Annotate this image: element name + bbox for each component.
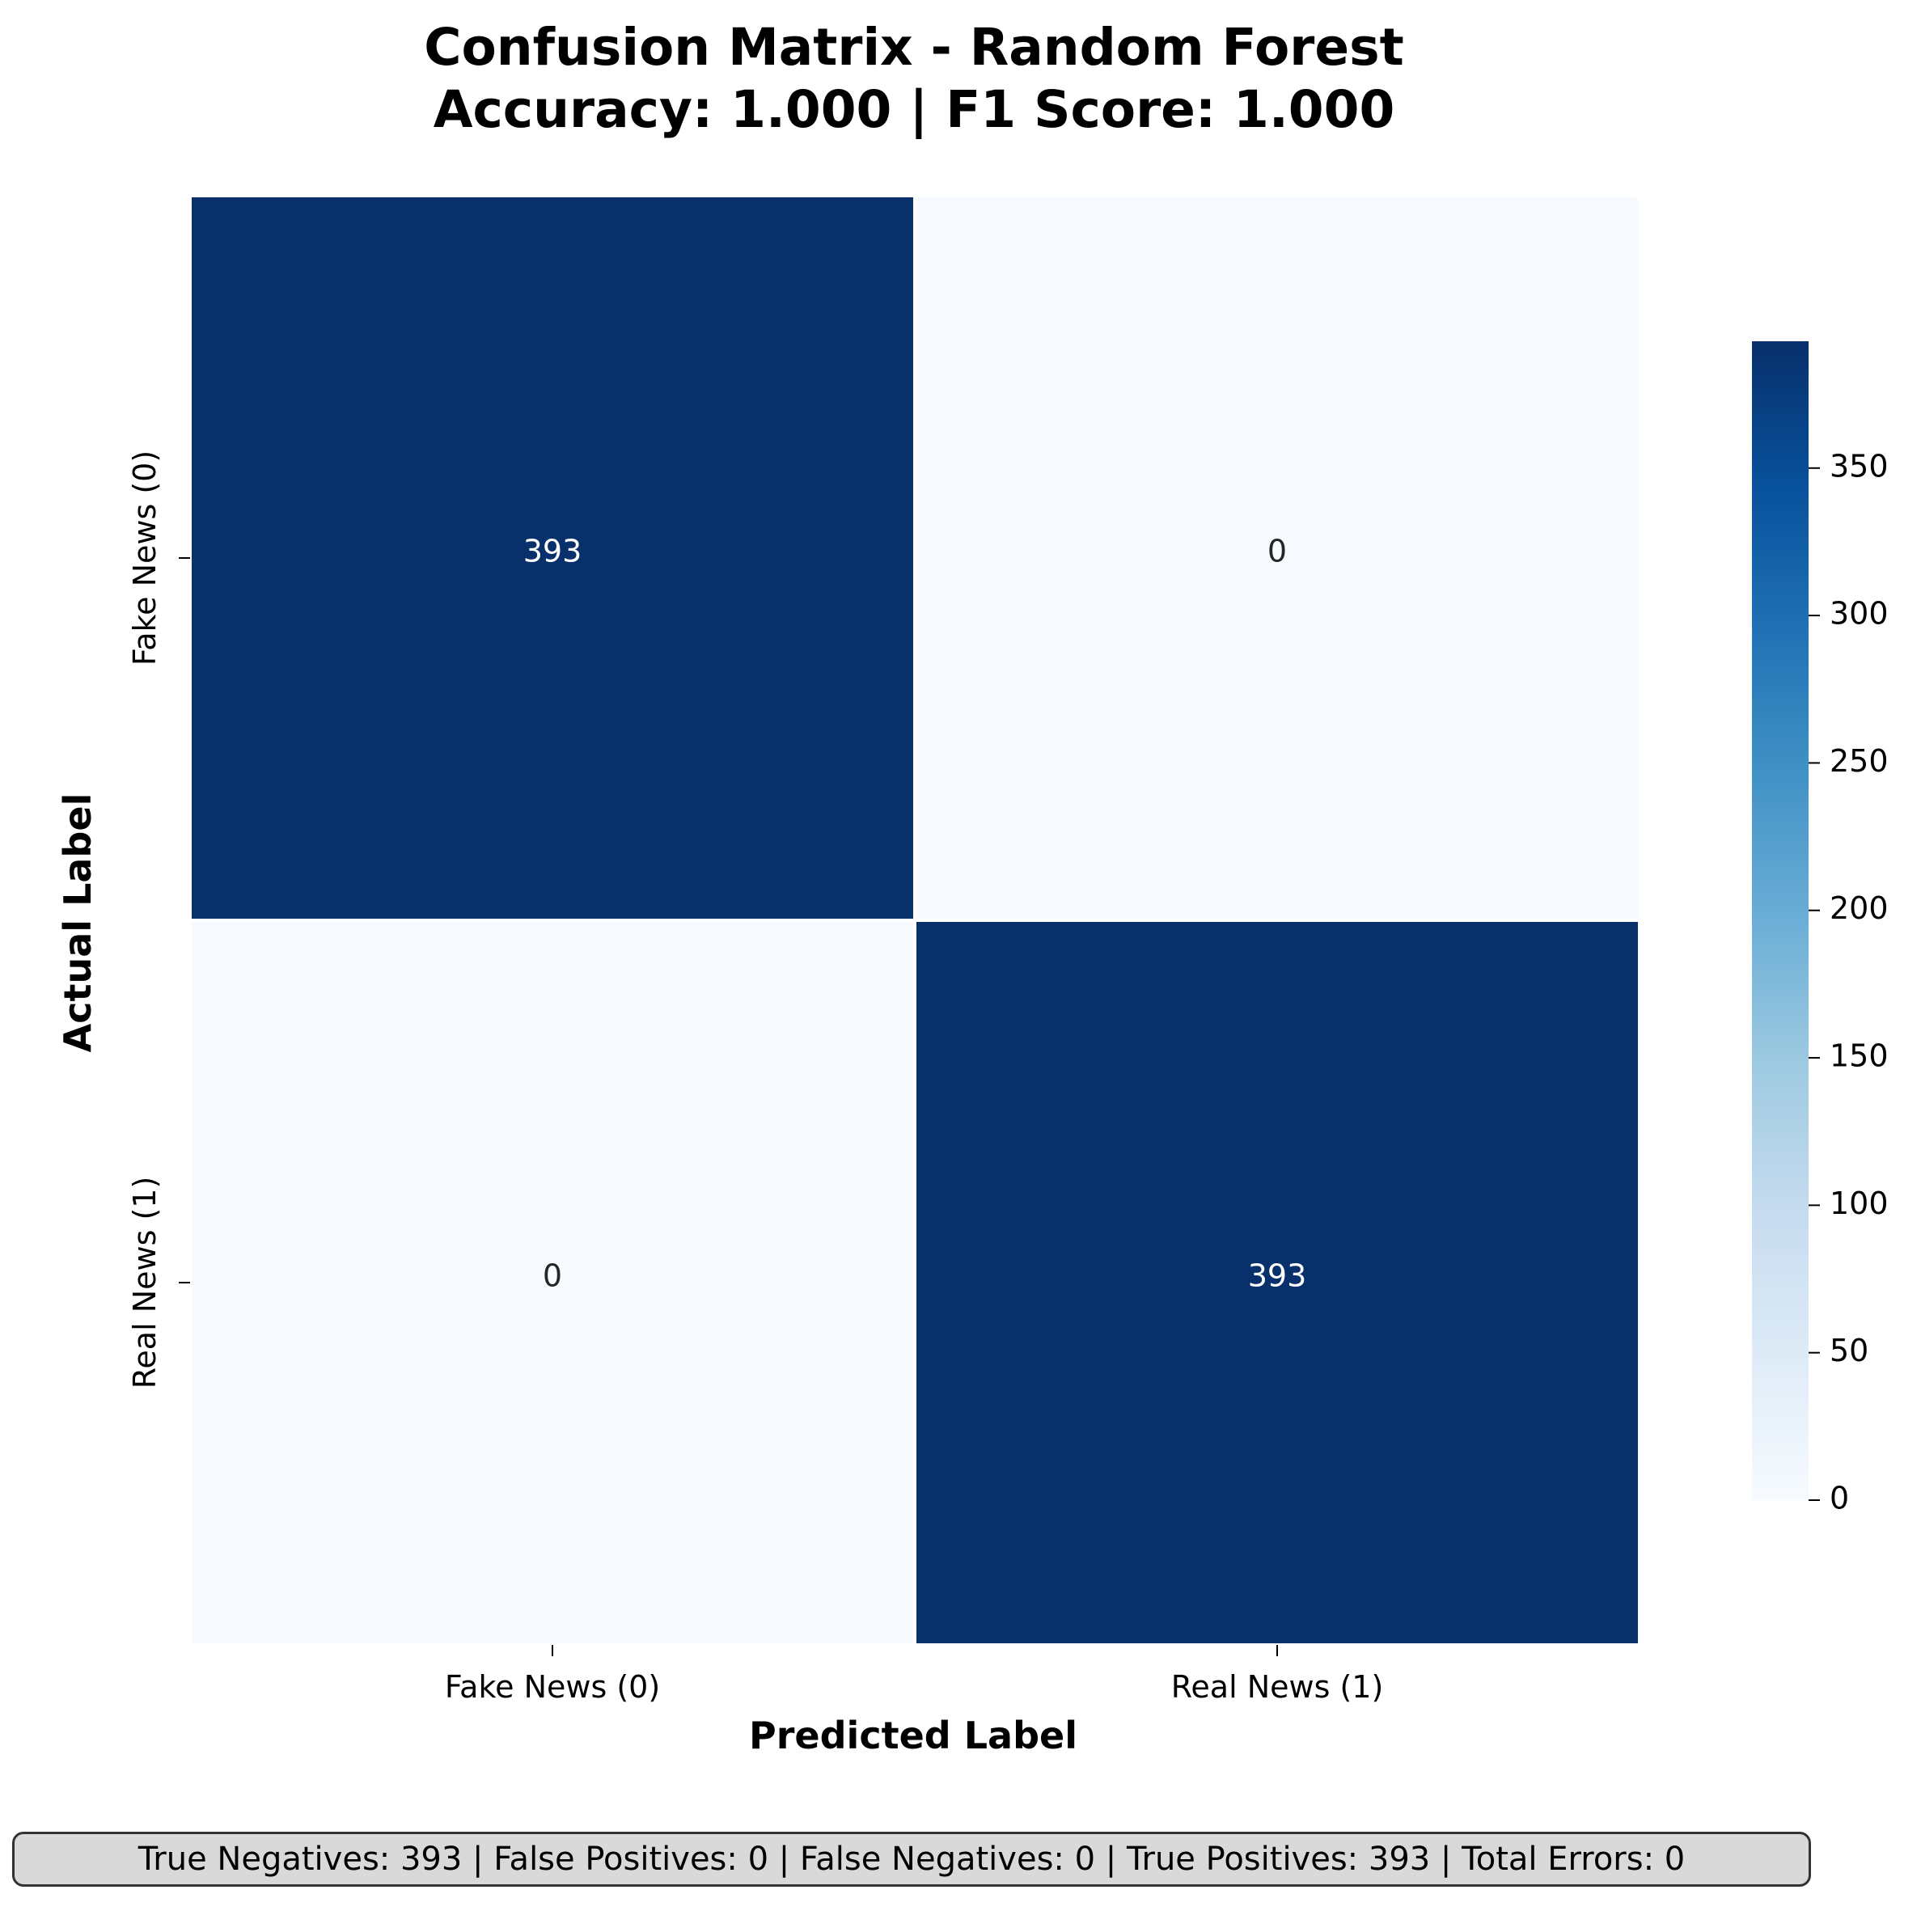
y-tick-label-0: Fake News (0) <box>127 450 163 666</box>
heatmap-cells <box>188 194 1641 1647</box>
cell-value-0-0: 393 <box>523 534 582 569</box>
summary-box: True Negatives: 393 | False Positives: 0… <box>12 1832 1811 1887</box>
colorbar <box>1752 341 1809 1500</box>
colorbar-tick-label-4: 200 <box>1830 890 1889 926</box>
colorbar-tick-label-3: 150 <box>1830 1038 1889 1074</box>
x-tick-label-0: Fake News (0) <box>445 1669 660 1705</box>
cell-value-1-1: 393 <box>1248 1258 1307 1294</box>
heatmap-cell-1-0 <box>188 919 916 1647</box>
colorbar-tick-label-6: 300 <box>1830 596 1889 632</box>
x-tick-label-1: Real News (1) <box>1171 1669 1384 1705</box>
colorbar-tick-label-0: 0 <box>1830 1481 1849 1516</box>
y-axis-label: Actual Label <box>56 793 99 1053</box>
cell-value-0-1: 0 <box>1267 534 1287 569</box>
heatmap-cell-1-1 <box>913 919 1641 1647</box>
y-tick-label-1: Real News (1) <box>127 1177 163 1389</box>
x-axis-ticks: Fake News (0) Real News (1) <box>445 1645 1383 1705</box>
colorbar-tick-label-7: 350 <box>1830 448 1889 484</box>
cell-value-1-0: 0 <box>543 1258 562 1294</box>
heatmap-cell-0-1 <box>913 194 1641 922</box>
colorbar-tick-label-1: 50 <box>1830 1333 1868 1368</box>
colorbar-tick-label-5: 250 <box>1830 743 1889 779</box>
x-axis-label: Predicted Label <box>749 1714 1077 1757</box>
colorbar-tick-label-2: 100 <box>1830 1186 1889 1221</box>
heatmap-cell-labels: 393 0 0 393 <box>523 534 1307 1294</box>
chart-title-line-1: Confusion Matrix - Random Forest <box>424 18 1403 77</box>
chart-title-line-2: Accuracy: 1.000 | F1 Score: 1.000 <box>434 80 1395 140</box>
colorbar-ticks: 0 50 100 150 200 250 300 350 <box>1809 448 1889 1516</box>
heatmap-cell-0-0 <box>188 194 916 922</box>
y-axis-ticks: Fake News (0) Real News (1) <box>127 450 190 1389</box>
